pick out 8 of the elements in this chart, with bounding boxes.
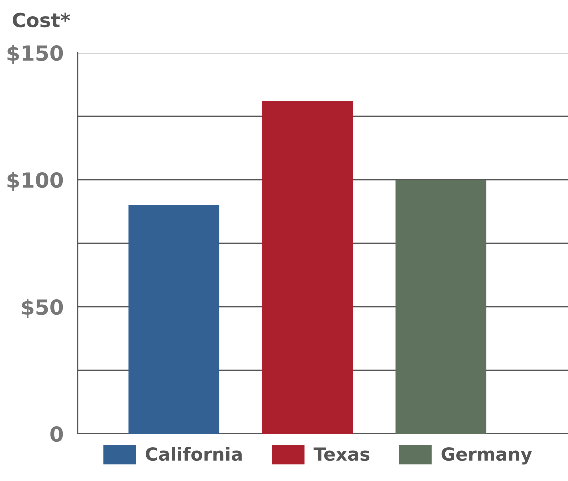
legend-label: California	[146, 447, 242, 462]
y-axis-title: Cost*	[12, 12, 70, 28]
y-tick-label: 0	[50, 426, 64, 442]
y-tick-label: $100	[8, 172, 64, 191]
legend-label: Texas	[314, 448, 370, 462]
y-tick-label: $150	[8, 45, 64, 64]
legend-label: Germany	[442, 447, 532, 465]
y-tick-label: $50	[22, 299, 64, 318]
